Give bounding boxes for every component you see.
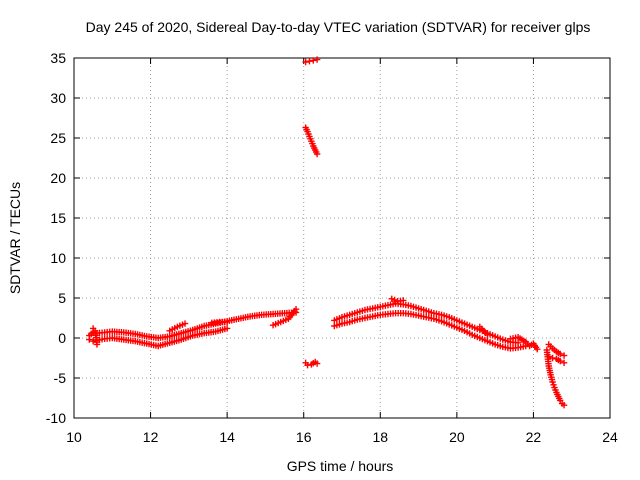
series-track-10: [543, 346, 568, 409]
data-points: [86, 56, 568, 409]
x-tick-label: 20: [449, 429, 465, 445]
data-point: [560, 402, 568, 409]
x-tick-labels: 10 12 14 16 18 20 22 24: [66, 429, 618, 445]
y-tick-label: 0: [58, 330, 66, 346]
data-point: [557, 350, 564, 358]
data-point: [388, 295, 395, 302]
data-point: [313, 56, 321, 63]
x-tick-label: 12: [143, 429, 159, 445]
y-tick-label: -10: [46, 410, 66, 426]
data-point: [223, 325, 231, 332]
data-point: [304, 362, 311, 369]
data-point: [181, 320, 189, 327]
data-point: [560, 359, 568, 366]
data-point: [223, 318, 231, 326]
x-tick-label: 22: [526, 429, 542, 445]
y-tick-label: 20: [50, 170, 66, 186]
data-point: [313, 360, 321, 367]
y-tick-label: 35: [50, 50, 66, 66]
data-point: [560, 352, 568, 359]
y-tick-label: 5: [58, 290, 66, 306]
series-track-8: [331, 310, 529, 352]
x-tick-label: 16: [296, 429, 312, 445]
x-tick-label: 10: [66, 429, 82, 445]
plot-frame: [73, 57, 611, 419]
y-tick-label: 30: [50, 90, 66, 106]
y-tick-label: -5: [54, 370, 67, 386]
y-tick-labels: -10 -5 0 5 10 15 20 25 30 35: [46, 50, 66, 426]
data-point: [534, 346, 541, 353]
data-point: [89, 338, 97, 345]
chart-title: Day 245 of 2020, Sidereal Day-to-day VTE…: [86, 19, 591, 35]
series-track-4: [302, 124, 321, 158]
series-track-2: [86, 325, 231, 350]
x-tick-label: 18: [372, 429, 388, 445]
y-tick-label: 25: [50, 130, 66, 146]
grid-lines: [74, 58, 610, 418]
data-point: [484, 331, 491, 338]
data-point: [391, 296, 398, 304]
data-point: [292, 306, 300, 313]
data-point: [400, 297, 407, 304]
x-axis-label: GPS time / hours: [287, 458, 394, 474]
y-tick-label: 10: [50, 250, 66, 266]
series-track-11: [545, 341, 568, 366]
data-point: [549, 354, 556, 362]
data-point: [310, 57, 317, 64]
series-track-9: [388, 295, 541, 353]
data-point: [545, 353, 552, 360]
data-point: [306, 58, 313, 65]
x-tick-label: 14: [219, 429, 235, 445]
y-tick-label: 15: [50, 210, 66, 226]
series-track-3: [89, 306, 300, 348]
series-track-1: [86, 309, 300, 342]
data-point: [313, 150, 321, 158]
data-point: [86, 336, 93, 343]
data-point: [93, 341, 101, 348]
series-track-6: [302, 358, 321, 369]
data-point: [557, 358, 564, 365]
x-tick-label: 24: [602, 429, 618, 445]
y-axis-label: SDTVAR / TECUs: [7, 182, 23, 294]
data-point: [302, 58, 309, 66]
series-track-5: [302, 56, 321, 66]
